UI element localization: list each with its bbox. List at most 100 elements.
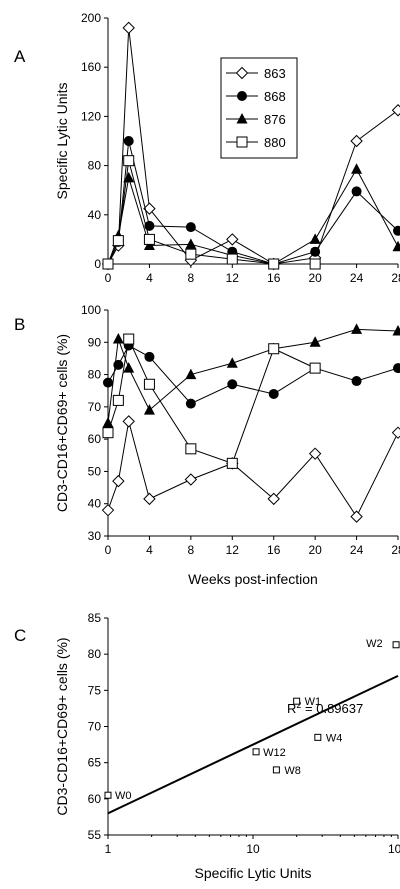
a-point-876 [351, 163, 363, 174]
a-point-868 [310, 246, 321, 257]
c-ytick-label: 75 [88, 683, 102, 697]
a-point-868 [123, 136, 134, 146]
r-squared-sup: 2 [296, 700, 301, 710]
b-point-880 [309, 362, 321, 374]
b-series-line-863 [107, 421, 399, 518]
a-point-876 [392, 240, 400, 252]
b-point-863 [143, 492, 156, 506]
c-point-label-W1: W1 [305, 696, 322, 708]
a-xtick-label: 8 [188, 271, 195, 285]
b-point-868 [351, 376, 362, 387]
c-ytick-label: 55 [88, 828, 102, 842]
b-xtick-label: 16 [267, 543, 281, 557]
a-series-line-876 [107, 168, 399, 265]
legend-marker-868 [237, 91, 247, 101]
b-xtick-label: 4 [146, 543, 153, 557]
c-point-W1 [293, 697, 301, 705]
b-point-863 [184, 473, 198, 486]
a-xtick-label: 0 [105, 271, 112, 285]
b-point-863 [350, 510, 363, 523]
b-ytick-label: 40 [88, 497, 102, 511]
panel-label-b: B [14, 315, 25, 334]
b-point-868 [103, 377, 113, 388]
b-point-876 [185, 368, 197, 380]
a-y-label: Specific Lytic Units [54, 83, 70, 200]
legend-label-868: 868 [264, 89, 286, 104]
r-squared-value: = 0.89637 [301, 701, 363, 716]
a-xtick-label: 20 [308, 271, 322, 285]
a-point-880 [226, 253, 238, 265]
legend-label-863: 863 [264, 66, 286, 81]
b-point-880 [185, 443, 197, 455]
b-point-876 [112, 333, 124, 344]
a-point-863 [350, 134, 363, 148]
b-point-880 [123, 333, 135, 345]
panel-label-c: C [14, 626, 26, 645]
b-point-863 [101, 503, 115, 517]
a-series-line-880 [107, 160, 316, 265]
c-ytick-label: 60 [88, 792, 102, 806]
c-point-label-W2: W2 [366, 638, 383, 650]
b-point-880 [143, 378, 155, 390]
c-xtick-label: 100 [388, 842, 400, 856]
a-ytick-label: 160 [81, 60, 101, 74]
b-point-876 [123, 362, 135, 373]
b-y-label: CD3-CD16+CD69+ cells (%) [54, 334, 70, 512]
b-point-863 [267, 492, 280, 506]
b-xtick-label: 0 [105, 543, 112, 557]
b-ytick-label: 60 [88, 432, 102, 446]
b-point-868 [227, 379, 238, 390]
b-xtick-label: 24 [350, 543, 364, 557]
c-ytick-label: 80 [88, 647, 102, 661]
a-xtick-label: 16 [267, 271, 281, 285]
r-squared-prefix: R [287, 701, 296, 716]
b-xtick-label: 28 [391, 543, 400, 557]
legend-marker-880 [236, 136, 248, 148]
a-ytick-label: 40 [88, 208, 102, 222]
a-xtick-label: 28 [391, 271, 400, 285]
a-point-868 [393, 225, 400, 236]
b-point-868 [144, 351, 155, 362]
c-ytick-label: 65 [88, 756, 102, 770]
legend-marker-876 [236, 113, 248, 124]
b-point-880 [226, 457, 238, 469]
c-trendline [107, 674, 399, 815]
a-xtick-label: 4 [146, 271, 153, 285]
b-series-line-868 [107, 344, 399, 405]
a-point-880 [309, 258, 321, 270]
b-ytick-label: 70 [88, 400, 102, 414]
b-point-863 [391, 426, 400, 439]
c-ytick-label: 85 [88, 611, 102, 625]
b-xtick-label: 12 [226, 543, 240, 557]
a-point-880 [143, 233, 155, 245]
c-point-W0 [104, 791, 112, 799]
b-point-863 [112, 474, 125, 488]
r-squared-annotation: R2 = 0.89637 [287, 700, 363, 716]
a-point-880 [268, 258, 280, 270]
a-point-863 [391, 104, 400, 117]
a-xtick-label: 24 [350, 271, 364, 285]
legend-label-880: 880 [264, 135, 286, 150]
a-point-863 [143, 202, 156, 215]
b-point-876 [143, 404, 155, 415]
a-point-880 [123, 155, 135, 167]
b-xtick-label: 8 [188, 543, 195, 557]
b-point-876 [309, 336, 321, 347]
panel-label-a: A [14, 47, 26, 66]
c-xtick-label: 10 [246, 842, 260, 856]
b-point-868 [268, 388, 279, 399]
b-series-line-876 [107, 328, 399, 424]
b-xtick-label: 20 [308, 543, 322, 557]
b-ytick-label: 80 [88, 368, 102, 382]
a-point-863 [122, 21, 135, 35]
b-ytick-label: 90 [88, 335, 102, 349]
c-point-W8 [272, 766, 280, 774]
b-point-880 [112, 394, 124, 406]
c-point-W4 [314, 733, 322, 741]
b-point-880 [268, 343, 280, 355]
b-point-876 [226, 357, 238, 368]
a-point-880 [112, 235, 124, 247]
b-point-876 [351, 323, 363, 334]
a-point-880 [102, 258, 114, 270]
